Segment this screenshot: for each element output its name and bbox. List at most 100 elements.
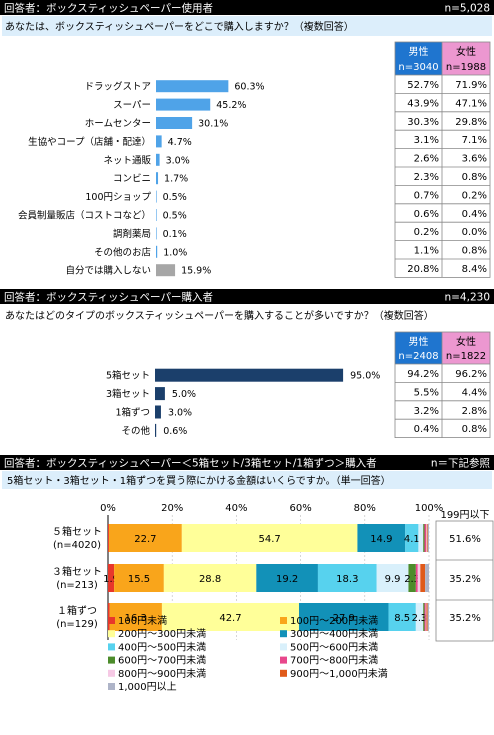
segment [423, 603, 425, 631]
segment-label: 9.9 [385, 574, 401, 585]
value-label: 4.7% [168, 137, 192, 148]
legend-swatch [108, 617, 115, 624]
bar [156, 117, 193, 129]
section2-table: 男性 n=2408 女性 n=1822 94.2% 96.2% 5.5% 4.4% 3.2% 2.… [394, 331, 491, 438]
category-label: スーパー [113, 100, 151, 111]
section3-side-header: 199円以下 [440, 510, 489, 521]
category-label: ５箱セット [52, 525, 102, 538]
value-label: 3.0% [166, 155, 190, 166]
female-value: 4.4% [462, 387, 487, 398]
bar [156, 80, 229, 93]
side-value: 35.2% [449, 613, 481, 624]
segment [114, 564, 164, 592]
male-value: 2.3% [414, 172, 439, 183]
section1-header-left: 回答者：ボックスティッシュペーパー使用者 [4, 2, 213, 15]
value-label: 0.1% [163, 229, 187, 240]
segment [388, 603, 416, 631]
legend-swatch [280, 617, 287, 624]
value-label: 0.6% [163, 426, 187, 437]
male-value: 20.8% [407, 264, 439, 275]
female-value: 0.8% [462, 246, 487, 257]
section1-header-bar [0, 0, 494, 15]
section1-header-right: n=5,028 [444, 3, 490, 15]
side-value: 35.2% [449, 574, 481, 585]
section2-bars: 5箱セット 95.0% 3箱セット 5.0% 1箱ずつ 3.0% その他 0.6% [106, 368, 380, 437]
female-value: 0.8% [462, 172, 487, 183]
male-value: 0.7% [414, 190, 439, 201]
female-value: 96.2% [455, 369, 487, 380]
legend-label: 600円〜700円未満 [118, 655, 206, 667]
section2-header-left: 回答者：ボックスティッシュペーパー購入者 [4, 291, 213, 304]
male-value: 52.7% [407, 80, 439, 91]
section3-question-bar [2, 471, 492, 489]
male-value: 2.6% [414, 154, 439, 165]
category-label: 100円ショップ [85, 192, 151, 203]
bar [156, 172, 159, 185]
category-n-label: (n=213) [56, 580, 98, 591]
segment [408, 564, 416, 592]
section2-header-right: n=4,230 [444, 292, 490, 304]
legend-swatch [108, 683, 115, 690]
legend-label: 1,000円以上 [118, 681, 177, 693]
male-header-label: 男性 [409, 335, 429, 348]
segment [161, 603, 299, 631]
value-label: 1.0% [163, 247, 187, 258]
side-value: 51.6% [449, 534, 481, 545]
value-label: 45.2% [216, 100, 246, 111]
legend-swatch [108, 630, 115, 638]
legend-label: 400円〜500円未満 [118, 641, 206, 653]
male-value: 94.2% [407, 369, 439, 380]
category-label: 1箱ずつ [115, 407, 150, 419]
female-value: 29.8% [455, 117, 487, 128]
male-value: 3.1% [414, 135, 439, 146]
table-border [394, 41, 491, 278]
segment [427, 603, 429, 631]
bar [156, 209, 157, 221]
segment [426, 603, 428, 631]
female-value: 0.0% [462, 227, 487, 238]
category-label: ネット通販 [103, 154, 151, 166]
bar [156, 190, 157, 203]
segment-label: 27.9 [333, 613, 355, 624]
segment-label: 15.5 [128, 574, 150, 585]
segment-label: 16.3 [125, 613, 147, 624]
category-label: １箱ずつ [57, 604, 97, 617]
tick-label: 20% [161, 503, 183, 514]
female-value: 0.2% [462, 190, 487, 201]
section2-header-bar [0, 289, 494, 304]
segment [108, 524, 109, 552]
value-label: 60.3% [234, 82, 264, 93]
legend-swatch [280, 656, 287, 664]
section3-legend: 100円未満 100円〜200円未満 200円〜300円未満 300円〜400円未満 4… [108, 615, 388, 693]
tick-label: 80% [354, 503, 376, 514]
value-label: 0.5% [163, 211, 187, 222]
section1-question: あなたは、ボックスティッシュペーパーをどこで購入しますか？（複数回答） [5, 20, 354, 33]
legend-label: 500円〜600円未満 [290, 641, 378, 653]
segment [163, 564, 257, 592]
female-header-n: n=1988 [446, 62, 486, 73]
value-label: 15.9% [181, 266, 211, 277]
segment [108, 564, 115, 592]
segment [181, 524, 358, 552]
segment-label: 3 [421, 613, 427, 624]
bar [156, 135, 162, 148]
category-label: 自分では購入しない [65, 265, 151, 277]
segment [417, 564, 421, 592]
section1-table: 男性 n=3040 女性 n=1988 52.7% 71.9% 43.9% 47.1% 30.3… [394, 41, 491, 278]
female-value: 71.9% [455, 80, 487, 91]
segment-label: 4.1 [404, 534, 420, 545]
category-n-label: (n=129) [56, 619, 98, 630]
female-value: 0.4% [462, 209, 487, 220]
male-value: 0.2% [414, 227, 439, 238]
segment-label: 19.2 [276, 574, 298, 585]
female-header-label: 女性 [456, 335, 476, 348]
section3-header-left: 回答者：ボックスティッシュペーパー＜5箱セット/3箱セット/1箱ずつ＞購入者 [4, 457, 377, 470]
legend-swatch [108, 656, 115, 664]
male-value: 5.5% [414, 387, 439, 398]
tick-label: 60% [289, 503, 311, 514]
legend-label: 900円〜1,000円未満 [290, 668, 388, 680]
value-label: 95.0% [350, 371, 380, 382]
table-border [394, 331, 491, 438]
category-label: ドラッグストア [84, 81, 151, 93]
segment [298, 603, 389, 631]
